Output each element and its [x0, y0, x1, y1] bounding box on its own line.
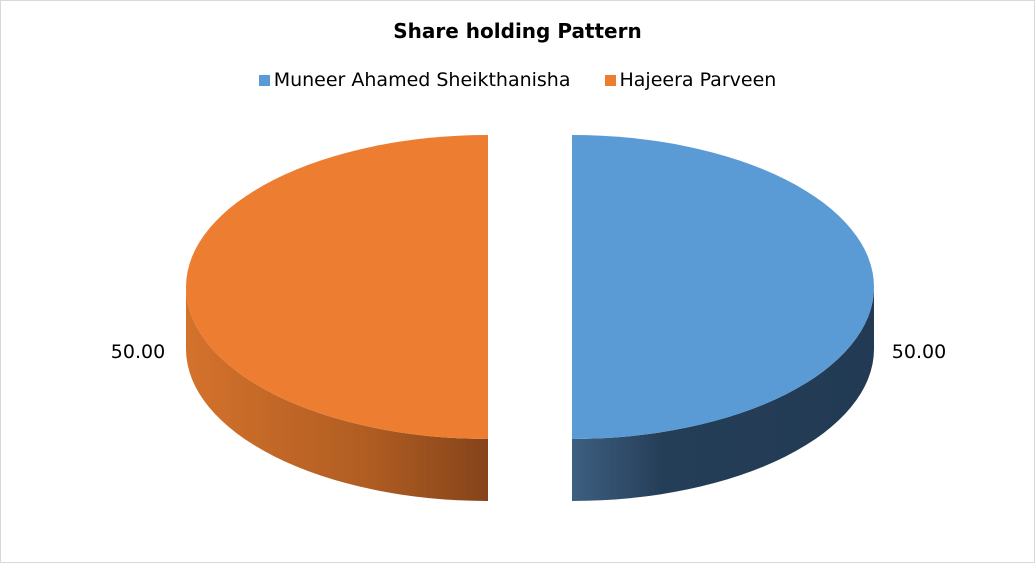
pie-slice-side [186, 287, 488, 501]
legend-swatch [604, 74, 616, 86]
legend-item: Muneer Ahamed Sheikthanisha [258, 69, 571, 91]
legend-label: Hajeera Parveen [619, 69, 777, 91]
chart-title: Share holding Pattern [393, 19, 642, 43]
data-label: 50.00 [111, 341, 165, 363]
legend-item: Hajeera Parveen [604, 69, 777, 91]
data-label: 50.00 [892, 341, 946, 363]
pie-slice [572, 135, 874, 439]
pie-slice [186, 135, 488, 439]
legend: Muneer Ahamed Sheikthanisha Hajeera Parv… [1, 69, 1034, 91]
legend-label: Muneer Ahamed Sheikthanisha [273, 69, 571, 91]
legend-swatch [258, 74, 270, 86]
pie-slice-side [572, 287, 874, 501]
